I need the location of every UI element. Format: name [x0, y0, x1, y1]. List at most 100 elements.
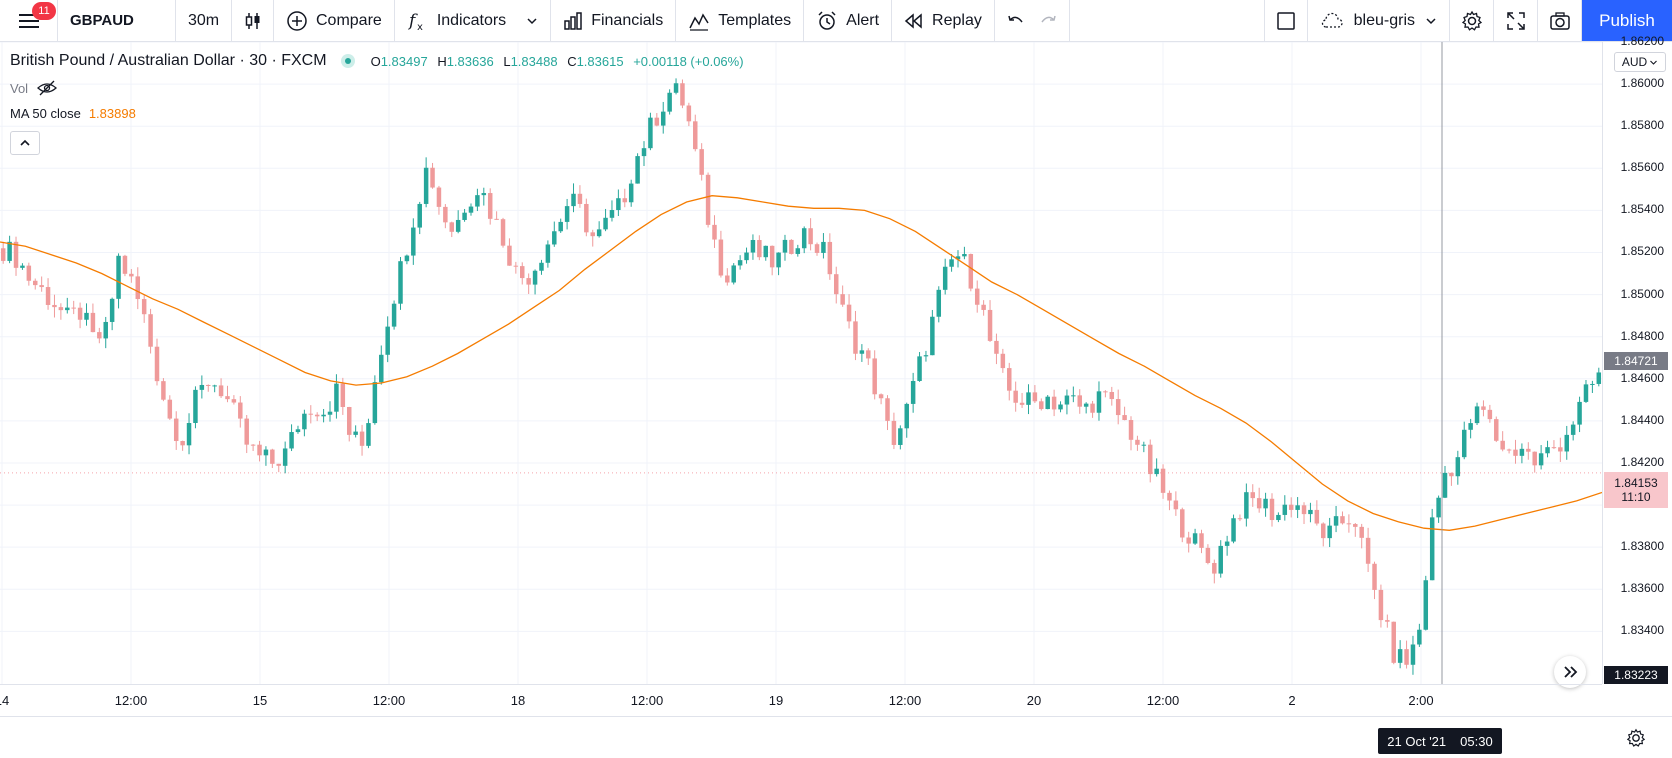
time-tick-label: 14 [0, 693, 10, 708]
candle-body [910, 380, 916, 404]
templates-button[interactable]: Templates [676, 0, 805, 41]
candle-body [1026, 392, 1031, 405]
candle-body [1231, 518, 1236, 542]
candle-body [443, 206, 448, 223]
candle-body [1276, 514, 1281, 521]
candle-body [885, 398, 890, 421]
ma-value: 1.83898 [88, 106, 136, 121]
camera-icon [1549, 11, 1570, 30]
candle-body [65, 307, 70, 311]
compare-button[interactable]: Compare [274, 0, 395, 41]
candle-body [725, 275, 730, 283]
candle-body [1526, 448, 1531, 452]
candle-body [1007, 368, 1012, 391]
candle-body [212, 385, 217, 387]
candle-body [641, 148, 647, 157]
candle-body [500, 219, 506, 246]
candle-body [404, 255, 410, 262]
candle-body [853, 321, 858, 354]
scroll-to-realtime-button[interactable] [1554, 656, 1586, 688]
currency-button[interactable]: AUD [1614, 52, 1666, 72]
chart-pane[interactable] [0, 42, 1602, 684]
volume-legend[interactable]: Vol [10, 80, 58, 96]
low-price-value: 1.83223 [1614, 668, 1658, 682]
candle-body [1583, 384, 1589, 402]
replay-button[interactable]: Replay [892, 0, 995, 41]
undo-redo-group [995, 0, 1070, 41]
candle-body [1122, 415, 1127, 421]
bottom-bar: 21 Oct '21 05:30 [0, 716, 1672, 758]
candle-body [257, 444, 262, 456]
time-tick-label: 2 [1288, 693, 1296, 708]
candle-body [757, 239, 762, 258]
candle-body [1212, 562, 1217, 574]
financials-button[interactable]: Financials [551, 0, 677, 41]
candle-body [520, 266, 525, 279]
redo-icon[interactable] [1039, 13, 1057, 29]
candle-body [411, 227, 416, 256]
candle-body [1103, 391, 1108, 393]
select-layout-button[interactable] [1263, 0, 1308, 41]
undo-icon[interactable] [1007, 13, 1025, 29]
candle-body [314, 414, 320, 417]
candle-body [39, 285, 44, 288]
gear-icon [1461, 10, 1482, 31]
snapshot-button[interactable] [1538, 0, 1582, 41]
candle-body [487, 193, 493, 219]
candle-body [1570, 424, 1576, 435]
candle-body [1295, 505, 1300, 510]
candle-body [154, 346, 160, 382]
candle-body [1128, 420, 1134, 440]
gear-icon[interactable] [1626, 728, 1646, 748]
candle-body [161, 381, 166, 400]
candle-body [660, 111, 666, 126]
time-axis[interactable]: 14 12:00 15 12:00 18 12:00 19 12:00 20 12:00 2 2:00 [0, 684, 1602, 716]
candle-body [1468, 423, 1473, 430]
main-menu-button[interactable]: 11 [0, 0, 58, 41]
candle-body [1109, 391, 1115, 400]
symbol-description[interactable]: British Pound / Australian Dollar · 30 ·… [10, 52, 327, 69]
price-chart[interactable] [0, 42, 1602, 684]
candle-body [186, 423, 192, 446]
publish-button[interactable]: Publish [1582, 0, 1672, 41]
last-price-value: 1.84721 [1614, 354, 1658, 368]
chart-type-button[interactable] [232, 0, 274, 41]
candle-body [116, 255, 121, 299]
candle-body [526, 278, 531, 285]
volume-label: Vol [10, 80, 29, 96]
fullscreen-button[interactable] [1494, 0, 1538, 41]
price-tick-label: 1.84600 [1620, 370, 1664, 385]
candle-body [987, 309, 993, 341]
candle-body [898, 428, 903, 445]
candle-body [58, 307, 64, 311]
alert-button[interactable]: Alert [804, 0, 893, 41]
layout-name-button[interactable]: bleu-gris [1308, 0, 1450, 41]
collapse-legend-button[interactable] [10, 131, 40, 155]
candle-body [359, 431, 365, 446]
chevron-down-icon [527, 17, 537, 24]
candle-body [33, 280, 38, 286]
candle-body [52, 304, 57, 308]
candle-body [930, 316, 935, 356]
crosshair-time-label: 21 Oct '21 05:30 [1378, 728, 1502, 754]
candle-body [391, 303, 397, 327]
symbol-search-button[interactable]: GBPAUD [58, 0, 176, 41]
ma-legend[interactable]: MA 50 close 1.83898 [10, 106, 136, 121]
time-tick-label: 15 [252, 693, 268, 708]
interval-button[interactable]: 30m [176, 0, 232, 41]
candle-body [1186, 537, 1191, 544]
candle-body [936, 289, 942, 317]
legend-header: British Pound / Australian Dollar · 30 ·… [10, 52, 744, 70]
eye-off-icon[interactable] [36, 80, 58, 96]
candle-body [334, 383, 339, 412]
candle-body [1064, 395, 1070, 405]
settings-button[interactable] [1450, 0, 1494, 41]
candle-body [834, 274, 839, 295]
candle-body [1353, 524, 1358, 527]
candle-body [891, 420, 897, 445]
candle-body [654, 117, 660, 126]
candle-body [1365, 537, 1371, 564]
candle-body [744, 252, 749, 261]
